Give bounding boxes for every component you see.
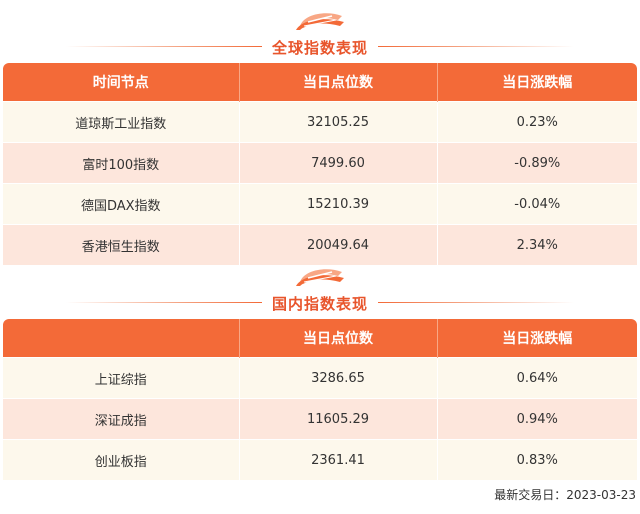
domestic-index-table: 当日点位数 当日涨跌幅 上证综指 3286.65 0.64% 深证成指 1160… [3, 319, 637, 480]
table-row: 上证综指 3286.65 0.64% [3, 357, 637, 399]
index-change: 0.64% [437, 357, 637, 399]
index-points: 7499.60 [239, 142, 438, 184]
table-header-row: 当日点位数 当日涨跌幅 [3, 319, 637, 358]
table-row: 创业板指 2361.41 0.83% [3, 439, 637, 480]
index-name: 上证综指 [3, 357, 240, 399]
header-divider-right [378, 302, 574, 303]
index-name: 香港恒生指数 [3, 224, 240, 265]
index-change: 0.83% [437, 439, 637, 480]
index-change: 0.23% [437, 101, 637, 143]
table-row: 道琼斯工业指数 32105.25 0.23% [3, 101, 637, 143]
section-title: 全球指数表现 [271, 39, 368, 57]
index-points: 20049.64 [239, 224, 438, 265]
domestic-section-header: 国内指数表现 [0, 260, 640, 320]
column-header-name [3, 319, 240, 358]
column-header-change: 当日涨跌幅 [437, 319, 637, 358]
table-row: 富时100指数 7499.60 -0.89% [3, 142, 637, 184]
index-points: 3286.65 [239, 357, 438, 399]
index-change: 2.34% [437, 224, 637, 265]
latest-trading-day: 最新交易日：2023-03-23 [494, 488, 636, 502]
column-header-change: 当日涨跌幅 [437, 63, 637, 102]
decorative-stripe-logo-icon [296, 269, 344, 286]
index-name: 道琼斯工业指数 [3, 101, 240, 143]
column-header-time: 时间节点 [3, 63, 240, 102]
header-divider-left [66, 46, 262, 47]
column-header-points: 当日点位数 [239, 319, 438, 358]
table-row: 香港恒生指数 20049.64 2.34% [3, 224, 637, 265]
index-name: 德国DAX指数 [3, 183, 240, 225]
index-points: 2361.41 [239, 439, 438, 480]
index-name: 富时100指数 [3, 142, 240, 184]
header-divider-left [66, 302, 262, 303]
table-row: 深证成指 11605.29 0.94% [3, 398, 637, 440]
global-index-table: 时间节点 当日点位数 当日涨跌幅 道琼斯工业指数 32105.25 0.23% … [3, 63, 637, 265]
section-title: 国内指数表现 [271, 295, 368, 313]
index-points: 15210.39 [239, 183, 438, 225]
index-change: -0.04% [437, 183, 637, 225]
global-section-header: 全球指数表现 [0, 4, 640, 64]
index-points: 11605.29 [239, 398, 438, 440]
column-header-points: 当日点位数 [239, 63, 438, 102]
table-row: 德国DAX指数 15210.39 -0.04% [3, 183, 637, 225]
header-divider-right [378, 46, 574, 47]
table-header-row: 时间节点 当日点位数 当日涨跌幅 [3, 63, 637, 102]
decorative-stripe-logo-icon [296, 13, 344, 30]
index-change: 0.94% [437, 398, 637, 440]
index-points: 32105.25 [239, 101, 438, 143]
index-name: 创业板指 [3, 439, 240, 480]
index-name: 深证成指 [3, 398, 240, 440]
index-change: -0.89% [437, 142, 637, 184]
